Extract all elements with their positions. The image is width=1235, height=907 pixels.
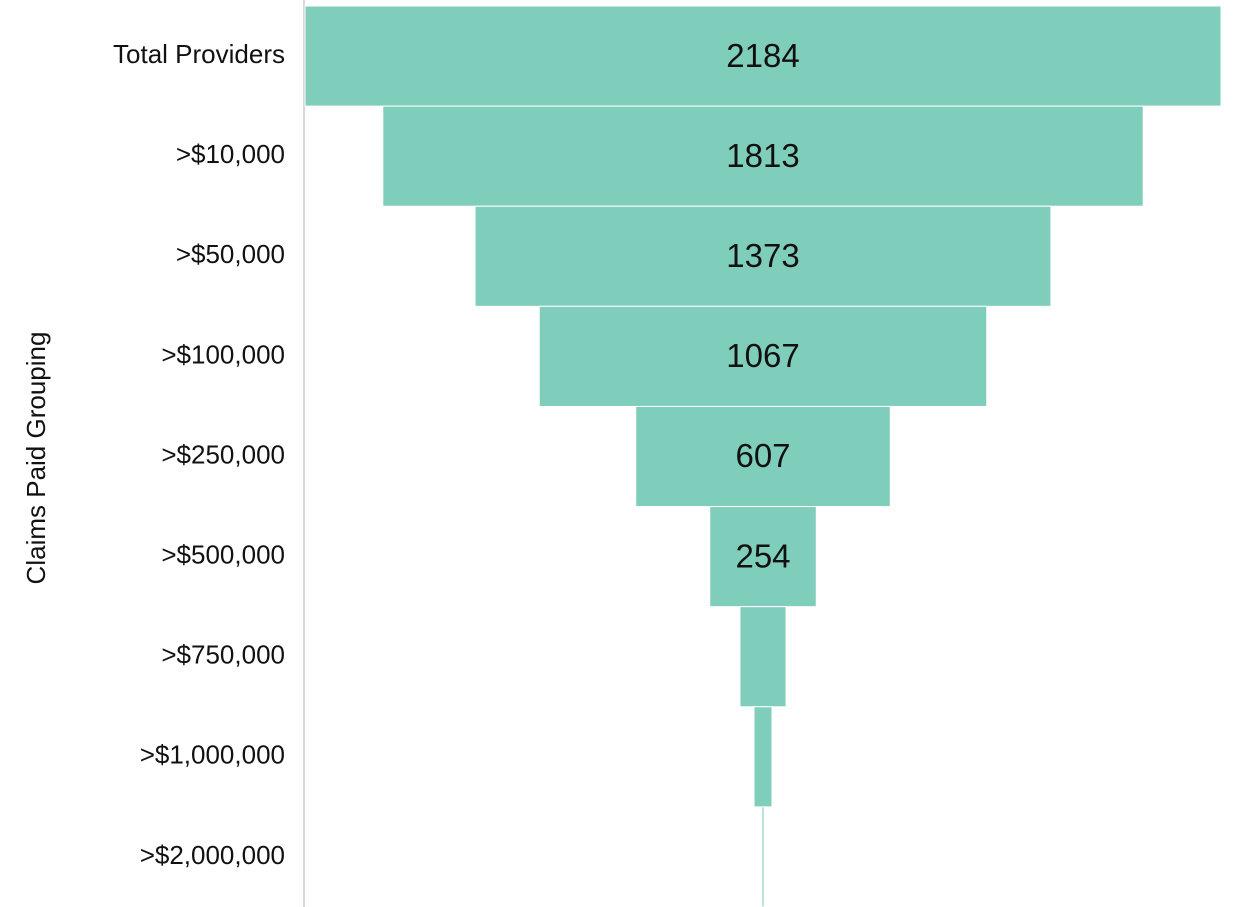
data-label: 607 — [735, 437, 790, 474]
funnel-bar — [635, 405, 891, 508]
category-label: >$10,000 — [176, 139, 285, 169]
funnel-bar — [753, 706, 773, 808]
data-label: 1813 — [726, 137, 799, 174]
category-label: >$50,000 — [176, 239, 285, 269]
funnel-bar — [382, 105, 1144, 207]
category-label: >$750,000 — [161, 640, 285, 670]
data-label: 1373 — [726, 237, 799, 274]
funnel-bar — [709, 506, 817, 608]
category-label: Total Providers — [113, 39, 285, 69]
category-label: >$1,000,000 — [140, 740, 285, 770]
data-label: 2184 — [726, 37, 799, 74]
funnel-bar — [761, 806, 765, 907]
funnel-bar — [538, 305, 988, 407]
funnel-bar — [739, 606, 787, 708]
category-label: >$250,000 — [161, 439, 285, 469]
y-axis-label: Claims Paid Grouping — [21, 332, 51, 585]
data-label: 254 — [735, 537, 790, 574]
category-label: >$500,000 — [161, 539, 285, 569]
category-label: >$100,000 — [161, 339, 285, 369]
data-label: 1067 — [726, 337, 799, 374]
category-label: >$2,000,000 — [140, 840, 285, 870]
